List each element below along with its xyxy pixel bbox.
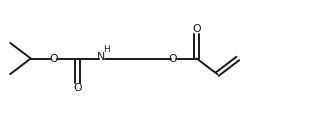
Text: H: H xyxy=(103,45,110,54)
Text: O: O xyxy=(49,53,58,64)
Text: N: N xyxy=(97,52,105,62)
Text: O: O xyxy=(73,84,82,93)
Text: O: O xyxy=(169,53,177,64)
Text: O: O xyxy=(192,24,201,33)
